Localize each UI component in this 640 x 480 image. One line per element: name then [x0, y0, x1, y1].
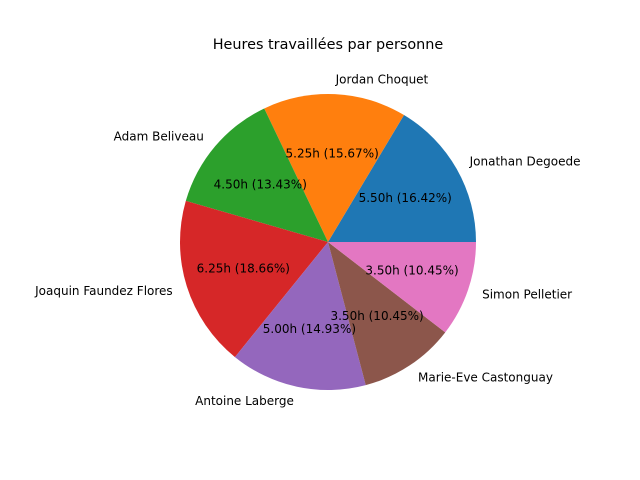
slice-category-label: Antoine Laberge [195, 394, 294, 408]
chart-title: Heures travaillées par personne [213, 37, 444, 53]
slice-category-label: Marie-Eve Castonguay [418, 371, 553, 385]
slice-category-label: Joaquin Faundez Flores [34, 284, 173, 298]
slice-value-label: 4.50h (13.43%) [214, 178, 307, 192]
pie-slice [234, 242, 366, 391]
pie-slice [180, 200, 328, 358]
pie-slice [328, 242, 446, 386]
slice-value-label: 3.50h (10.45%) [365, 264, 458, 278]
slice-category-label: Adam Beliveau [114, 130, 204, 144]
slice-value-label: 5.50h (16.42%) [359, 191, 452, 205]
pie-slice [328, 242, 476, 333]
pie-slice [328, 115, 476, 242]
slice-category-label: Simon Pelletier [482, 287, 572, 301]
slice-value-label: 3.50h (10.45%) [330, 309, 423, 323]
pie-labels: Jonathan Degoede Jordan Choquet Adam Beliv… [34, 72, 580, 408]
pie-value-labels: 5.50h (16.42%) 5.25h (15.67%) 4.50h (13.43… [197, 146, 459, 336]
slice-value-label: 5.25h (15.67%) [286, 146, 379, 160]
pie-slice [264, 93, 404, 242]
slice-value-label: 5.00h (14.93%) [263, 322, 356, 336]
pie-slices [180, 93, 476, 391]
slice-category-label: Jordan Choquet [335, 72, 429, 86]
slice-category-label: Jonathan Degoede [469, 155, 581, 169]
pie-slice [185, 108, 328, 242]
slice-value-label: 6.25h (18.66%) [197, 262, 290, 276]
